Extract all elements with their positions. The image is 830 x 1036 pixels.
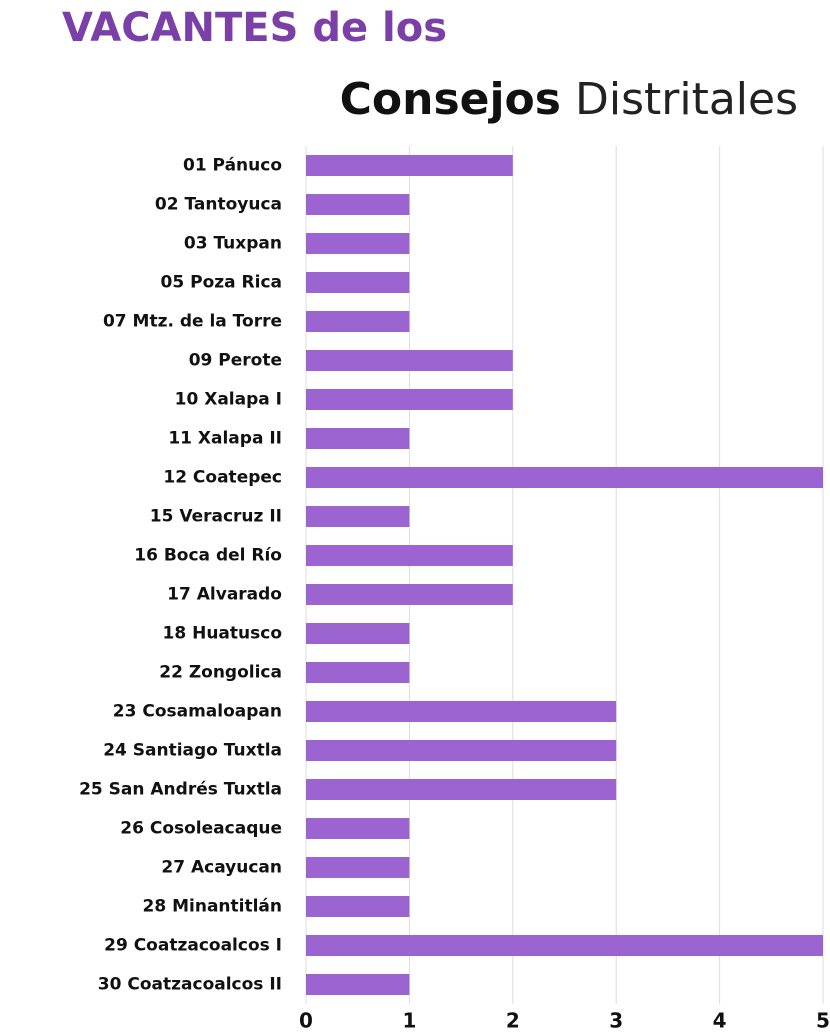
y-tick-label: 03 Tuxpan — [184, 234, 282, 254]
y-tick-label: 15 Veracruz II — [150, 507, 282, 527]
chart-subtitle: Consejos Distritales — [340, 74, 798, 125]
subtitle-normal: Distritales — [575, 74, 798, 125]
y-tick-label: 12 Coatepec — [163, 468, 282, 488]
bar — [306, 701, 617, 722]
x-tick-label: 4 — [713, 1009, 727, 1033]
y-tick-label: 05 Poza Rica — [161, 273, 282, 293]
x-tick-label: 1 — [402, 1009, 416, 1033]
bar — [306, 896, 410, 917]
y-tick-label: 24 Santiago Tuxtla — [103, 741, 282, 761]
y-tick-label: 22 Zongolica — [159, 663, 282, 683]
y-tick-label: 17 Alvarado — [167, 585, 282, 605]
y-tick-label: 25 San Andrés Tuxtla — [79, 780, 282, 800]
y-tick-label: 01 Pánuco — [183, 156, 282, 176]
y-tick-label: 16 Boca del Río — [134, 546, 282, 566]
x-tick-label: 5 — [816, 1009, 830, 1033]
bar — [306, 974, 410, 995]
bar — [306, 350, 513, 371]
y-tick-label: 02 Tantoyuca — [155, 195, 282, 215]
bar — [306, 155, 513, 176]
bar — [306, 662, 410, 683]
bar — [306, 740, 617, 761]
bar — [306, 311, 410, 332]
bar — [306, 935, 823, 956]
x-tick-label: 0 — [299, 1009, 313, 1033]
y-tick-label: 30 Coatzacoalcos II — [98, 975, 282, 995]
bar — [306, 428, 410, 449]
bar — [306, 467, 823, 488]
y-tick-label: 29 Coatzacoalcos I — [104, 936, 282, 956]
y-tick-label: 07 Mtz. de la Torre — [103, 312, 282, 332]
y-tick-label: 23 Cosamaloapan — [113, 702, 282, 722]
y-tick-label: 09 Perote — [189, 351, 282, 371]
x-tick-label: 2 — [506, 1009, 520, 1033]
bar — [306, 623, 410, 644]
y-tick-label: 18 Huatusco — [163, 624, 282, 644]
bar — [306, 857, 410, 878]
subtitle-bold: Consejos — [340, 74, 561, 125]
bar — [306, 779, 617, 800]
chart-title: VACANTES de los — [62, 5, 447, 51]
bar — [306, 818, 410, 839]
bar — [306, 506, 410, 527]
bar — [306, 389, 513, 410]
x-tick-label: 3 — [609, 1009, 623, 1033]
y-tick-label: 11 Xalapa II — [168, 429, 282, 449]
y-tick-label: 27 Acayucan — [161, 858, 282, 878]
y-tick-label: 10 Xalapa I — [175, 390, 282, 410]
bar — [306, 584, 513, 605]
bar — [306, 545, 513, 566]
bar — [306, 272, 410, 293]
bar — [306, 194, 410, 215]
y-tick-label: 28 Minantitlán — [143, 897, 282, 917]
y-tick-label: 26 Cosoleacaque — [120, 819, 282, 839]
bar — [306, 233, 410, 254]
